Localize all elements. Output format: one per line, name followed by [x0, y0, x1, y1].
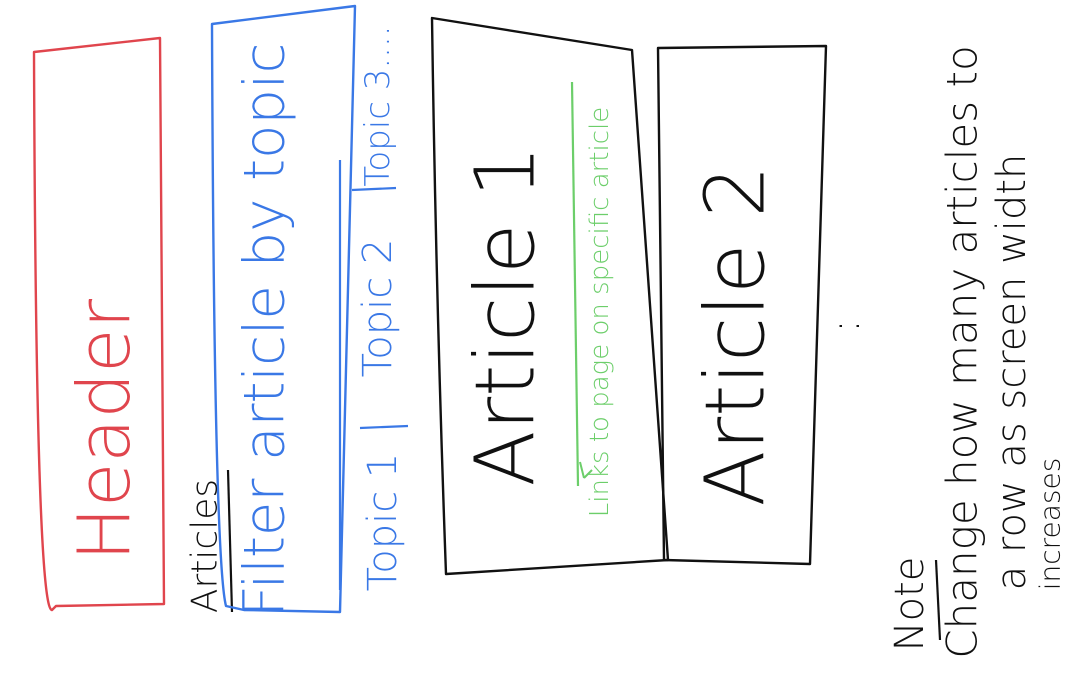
note-line-1: Change how many articles to	[937, 45, 987, 659]
header-box	[32, 36, 166, 612]
note-underline	[934, 559, 942, 641]
note-line-3: increases	[1033, 457, 1067, 591]
more-articles-ellipsis: :	[823, 319, 869, 333]
topic-3[interactable]: Topic 3....	[358, 25, 398, 187]
link-arrow	[579, 461, 593, 479]
article-1-label[interactable]: Article 1	[458, 145, 554, 487]
filter-box	[210, 4, 357, 614]
topic-1[interactable]: Topic 1	[360, 452, 406, 592]
topic-2[interactable]: Topic 2	[355, 238, 401, 378]
article-1-link-note: Links to page on specific article	[585, 106, 615, 518]
topic-separator-2	[351, 186, 397, 192]
articles-label: Articles	[184, 478, 226, 614]
article-1-box	[430, 16, 670, 576]
note-line-2: a row as screen width	[989, 153, 1035, 591]
header-label: Header	[62, 298, 146, 562]
articles-underline	[226, 469, 234, 613]
article-2-label[interactable]: Article 2	[688, 165, 784, 507]
note-title: Note	[887, 556, 933, 652]
article-2-box	[656, 44, 828, 566]
topic-separator-1	[359, 424, 409, 430]
filter-title: Filter article by topic	[232, 42, 298, 618]
link-line	[570, 81, 580, 487]
